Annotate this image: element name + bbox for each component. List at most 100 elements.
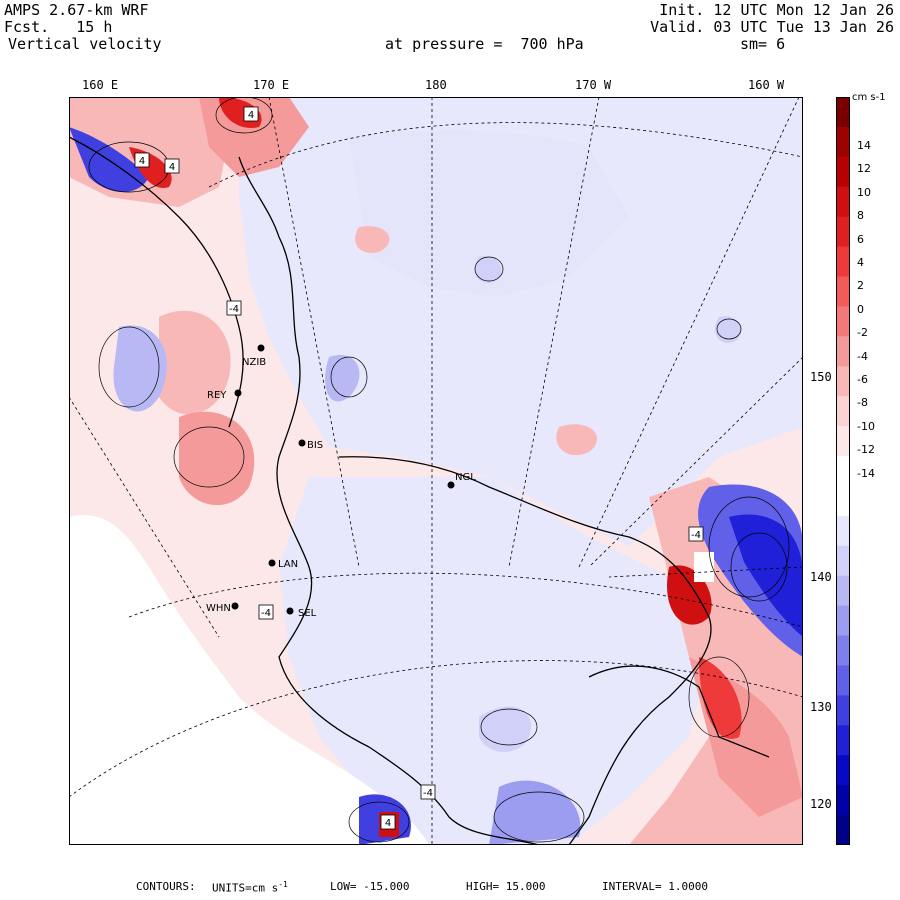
colorbar-swatch (836, 725, 850, 756)
strong-descent-core (729, 514, 803, 637)
station-label-bis: BIS (307, 440, 323, 451)
lon-label-170w: 170 W (575, 78, 612, 92)
no-data-region (69, 515, 429, 845)
colorbar-swatch (836, 456, 850, 487)
colorbar-swatch (836, 246, 850, 278)
pale-blue-region-3 (279, 477, 709, 845)
colorbar-tick-label: -12 (857, 443, 875, 457)
station-label-rey: REY (207, 390, 227, 401)
contour-lines (88, 97, 790, 843)
colorbar-swatch (836, 605, 850, 637)
pink-patch (179, 411, 255, 506)
colorbar-swatch (836, 126, 850, 158)
colorbar-swatch (836, 815, 850, 845)
contour-label: -4 (691, 530, 701, 541)
colorbar (836, 97, 850, 845)
pink-patch (159, 310, 231, 415)
colorbar-swatch (836, 276, 850, 307)
strong-ascent-core (694, 552, 714, 582)
colorbar-border (836, 97, 850, 845)
stations: NZIB REY BIS NGL LAN WHN SEL (206, 344, 476, 619)
station-dot-ngl[interactable] (447, 481, 455, 489)
colorbar-swatch (836, 785, 850, 816)
colorbar-tick-label: -2 (857, 326, 868, 340)
station-dot-whn[interactable] (231, 602, 239, 610)
colorbar-tick-label: 4 (857, 256, 864, 269)
colorbar-tick-label: -8 (857, 396, 868, 410)
colorbar-swatch (836, 695, 850, 726)
colorbar-swatch (836, 515, 850, 547)
init-time: Init. 12 UTC Mon 12 Jan 26 (659, 1, 894, 19)
pink-patch (556, 424, 598, 456)
station-label-sel: SEL (298, 608, 317, 619)
colorbar-swatch (836, 396, 850, 427)
station-dot-bis[interactable] (298, 439, 306, 447)
contour-label: 4 (139, 156, 145, 167)
colorbar-swatch (836, 665, 850, 696)
station-dot-sel[interactable] (286, 607, 294, 615)
model-title: AMPS 2.67-km WRF (4, 1, 149, 19)
colorbar-swatch (836, 575, 850, 607)
smoothing-label: sm= 6 (740, 35, 786, 53)
blue-patch (474, 256, 502, 283)
valid-time: Valid. 03 UTC Tue 13 Jan 26 (650, 18, 894, 36)
contour-label: -4 (423, 788, 433, 799)
fcst-value: 15 h (76, 18, 113, 36)
contour-label: 4 (169, 162, 175, 173)
lon-label-180: 180 (425, 78, 447, 92)
colorbar-tick-label: -4 (857, 349, 868, 363)
contour-labels: 4 -4 4 -4 4 -4 4 -4 (134, 106, 704, 830)
station-label-lan: LAN (278, 559, 298, 570)
colorbar-swatch (836, 156, 850, 188)
station-dot-nzib[interactable] (257, 344, 265, 352)
colorbar-tick-label: -10 (857, 419, 875, 433)
lon-label-170e: 170 E (253, 78, 290, 92)
colorbar-tick-label: 2 (857, 279, 864, 293)
colorbar-swatch (836, 306, 850, 337)
footer-low: LOW= -15.000 (330, 880, 410, 893)
colorbar-swatch (836, 216, 850, 248)
colorbar-swatch (836, 755, 850, 786)
colorbar-swatch (836, 366, 850, 397)
colorbar-swatch (836, 485, 850, 517)
map-border (69, 97, 803, 845)
footer-high: HIGH= 15.000 (466, 880, 546, 893)
level-value: 700 hPa (520, 35, 584, 53)
colorbar-swatch (836, 545, 850, 577)
colorbar-unit: cm s-1 (852, 92, 886, 103)
contour-label: 4 (248, 110, 254, 121)
colorbar-tick-label: 8 (857, 209, 864, 223)
strong-ascent-region (699, 657, 742, 739)
colorbar-tick-label: 10 (857, 185, 871, 199)
contour-label: -4 (261, 608, 271, 619)
vertical-velocity-map: 4 -4 4 -4 4 -4 4 -4 NZIB REY BIS NGL (69, 97, 803, 845)
fcst-label: Fcst. (4, 18, 50, 36)
graticule (69, 97, 803, 845)
forecast-hour: Fcst. 15 h (4, 19, 112, 36)
colorbar-swatch (836, 426, 850, 457)
colorbar-tick-label: 12 (857, 162, 871, 176)
colorbar-swatch (836, 186, 850, 218)
level-label: at pressure = (385, 35, 503, 53)
pressure-level: at pressure = 700 hPa (385, 36, 584, 53)
station-dot-lan[interactable] (268, 559, 276, 567)
colorbar-tick-label: 14 (857, 139, 871, 152)
colorbar-tick-label: -6 (857, 373, 868, 386)
contour-label: -4 (229, 304, 239, 315)
pink-patch (355, 226, 390, 253)
station-label-whn: WHN (206, 603, 231, 614)
colorbar-tick-label: 0 (857, 302, 864, 316)
station-label-nzib: NZIB (242, 357, 266, 368)
footer-contours: CONTOURS: (136, 880, 196, 893)
colorbar-swatch (836, 97, 850, 128)
colorbar-swatch (836, 336, 850, 367)
lon-label-160e: 160 E (82, 78, 119, 92)
field-name: Vertical velocity (8, 35, 162, 53)
blue-patch (714, 316, 742, 343)
footer-interval: INTERVAL= 1.0000 (602, 880, 708, 893)
lon-label-160w: 160 W (748, 78, 785, 92)
coastline (69, 136, 770, 845)
blue-patch (479, 706, 531, 752)
colorbar-tick-label: -14 (857, 466, 875, 480)
station-dot-rey[interactable] (234, 389, 242, 397)
